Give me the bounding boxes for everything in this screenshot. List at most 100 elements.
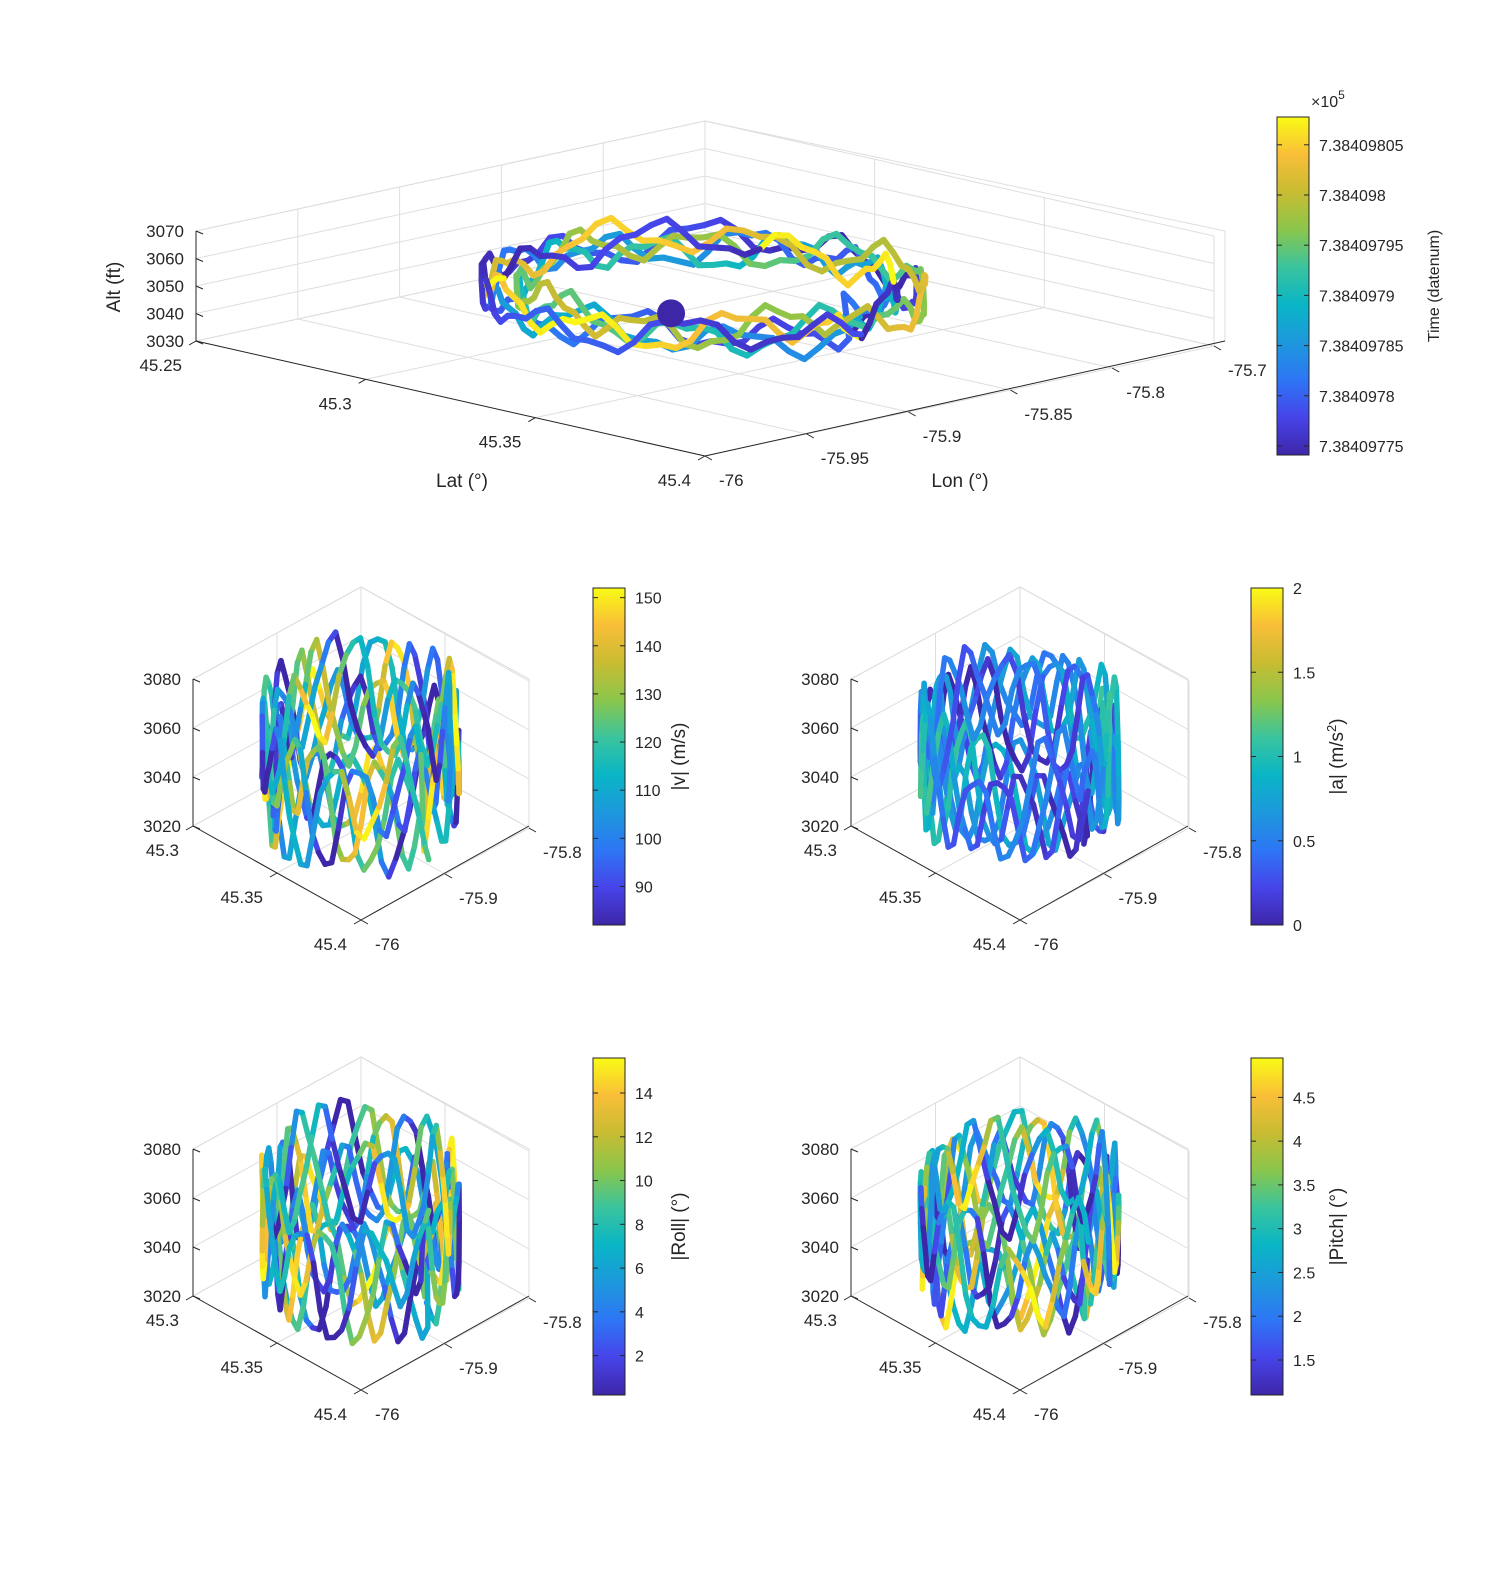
colorbar-label: |Pitch| (°) [1327,1188,1348,1266]
y-tick-label: -75.95 [821,449,869,468]
x-tick-label: 45.35 [879,1358,922,1377]
x-tick-label: 45.25 [139,356,182,375]
trajectory-segment [957,1219,969,1253]
trajectory-segment [434,820,445,844]
trajectory-segment [422,844,432,863]
x-axis-label: Lat (°) [436,471,488,492]
trajectory-segment [395,665,407,714]
trajectory-segment [1096,1224,1105,1271]
y-tick-label: -76 [719,471,744,490]
trajectory-segment [312,1156,325,1191]
trajectory-segment [1004,1256,1017,1309]
trajectory-segment [439,1278,448,1306]
colorbar-tick-label: 14 [635,1086,653,1103]
trajectory-segment [1019,1124,1032,1153]
x-tick-label: 45.3 [146,841,179,860]
trajectory-segment [336,1165,349,1195]
trajectory-segment [1081,1211,1091,1245]
trajectory-segment [1105,746,1112,799]
trajectory-segment [269,1237,279,1274]
colorbar-label: Time (datenum) [1426,230,1443,342]
trajectory-segment [338,768,352,801]
trajectory-segment [1077,1168,1090,1196]
colorbar-speed: 90 100 110 120 130 140 150 |v| (m/s) [592,587,690,926]
colorbar-tick-label: 4 [1293,1134,1302,1151]
trajectory-segment [455,1259,462,1287]
box-edge [195,120,1226,232]
trajectory-segment [303,1134,315,1174]
colorbar-tick-label: 1.5 [1293,665,1315,682]
trajectory-segment [1113,1235,1121,1267]
trajectory-segment [984,676,998,700]
trajectory-segment [281,693,292,744]
trajectory-segment [943,1298,954,1331]
colorbar-tick-label: 130 [635,687,662,704]
colorbar-gradient [1250,1057,1284,1396]
colorbar-gradient [592,1057,626,1396]
y-tick-mark [1188,1297,1197,1303]
trajectory-segment [426,682,437,708]
trajectory-segment [335,783,349,832]
trajectory-segment [795,321,817,341]
y-tick-mark [1010,389,1018,395]
z-tick-label: 3040 [146,305,184,324]
trajectory-segment [1004,1109,1018,1133]
y-tick-mark [908,411,916,417]
x-tick-label: 45.4 [314,1405,347,1424]
trajectory-segment [302,1192,314,1234]
trajectory-segment [264,1186,273,1220]
trajectory-segment [1088,713,1100,752]
trajectory-segment [434,656,445,696]
trajectory-segment [317,775,330,797]
trajectory-segment [288,1108,300,1151]
floor-grid-line [365,268,875,380]
z-tick-mark [192,1246,201,1251]
trajectory-segment [1027,1285,1041,1320]
trajectory-segment [962,826,974,852]
trajectory-segment [984,1174,998,1206]
trajectory-segment [297,684,309,706]
trajectory-segment [419,666,431,709]
x-tick-mark [697,455,706,461]
trajectory-segment [931,1280,940,1307]
trajectory-segment [979,1178,991,1212]
trajectory-segment [281,778,293,821]
trajectory-segment [1056,1234,1070,1266]
z-tick-mark [192,1197,201,1202]
trajectory-segment [389,784,402,816]
trajectory-segment [422,1207,432,1224]
trajectory-segment [945,1254,957,1291]
colorbar-label: |a| (m/s2) [1324,718,1348,794]
y-tick-mark [1104,1343,1112,1349]
y-tick-label: -75.8 [543,843,582,862]
y-tick-mark [1019,919,1028,925]
trajectory-segment [1063,802,1076,839]
z-tick-mark [192,727,201,732]
z-axis-label: Alt (ft) [104,262,125,313]
trajectory-segment [918,1226,925,1262]
trajectory-segment [449,1204,458,1228]
x-tick-mark [528,417,536,423]
x-tick-mark [353,1389,362,1395]
trajectory-segment [415,1204,427,1226]
z-tick-mark [192,678,201,683]
trajectory-segment [281,1244,293,1280]
trajectory-segment [364,662,378,718]
trajectory-segment [318,639,332,669]
trajectory-segment [277,737,288,785]
trajectory-segment [998,804,1011,842]
colorbar-exponent: ×105 [1311,88,1345,111]
trajectory-segment [950,1168,962,1207]
z-tick-mark [850,1295,859,1300]
y-tick-label: -75.9 [923,427,962,446]
trajectory-segment [335,1267,349,1318]
trajectory-segment [714,321,738,346]
y-tick-label: -75.9 [1119,889,1158,908]
trajectory-segment [266,1214,276,1243]
y-tick-label: -75.9 [1119,1359,1158,1378]
trajectory-segment [1021,715,1035,753]
trajectory-segment [1021,1152,1035,1179]
trajectory-segment [1074,674,1086,717]
trajectory-segment [326,1166,339,1192]
